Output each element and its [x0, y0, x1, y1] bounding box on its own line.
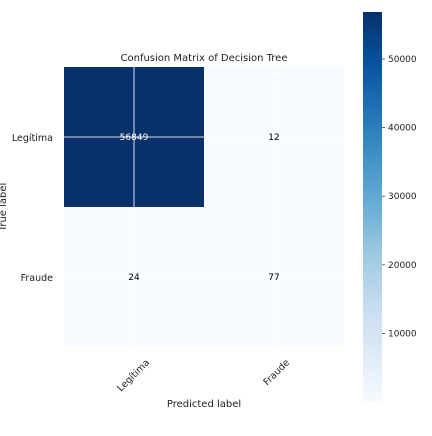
y-axis-label: True label — [0, 183, 9, 233]
cell-value-fraude-legitima: 24 — [128, 273, 140, 283]
y-tick-labels: Legítima Fraude — [12, 133, 53, 284]
colorbar-ticks: 10000 20000 30000 40000 50000 — [382, 55, 417, 339]
y-tick-label-legitima: Legítima — [12, 133, 53, 144]
colorbar-tick-label-40000: 40000 — [388, 124, 417, 134]
cell-value-legitima-legitima: 56849 — [120, 133, 149, 143]
cell-value-legitima-fraude: 12 — [268, 133, 279, 143]
cell-value-fraude-fraude: 77 — [268, 273, 279, 283]
x-tick-labels: Legítima Fraude — [115, 357, 292, 394]
x-tick-label-legitima: Legítima — [115, 357, 152, 394]
x-tick-label-fraude: Fraude — [261, 357, 292, 388]
y-tick-label-fraude: Fraude — [21, 273, 54, 284]
colorbar-tick-label-30000: 30000 — [388, 192, 417, 202]
colorbar — [363, 12, 382, 402]
grid-lines — [64, 67, 344, 347]
colorbar-tick-label-20000: 20000 — [388, 261, 417, 271]
heatmap-cells — [64, 67, 344, 347]
chart-title: Confusion Matrix of Decision Tree — [121, 53, 288, 64]
x-axis-label: Predicted label — [167, 399, 241, 410]
colorbar-tick-label-10000: 10000 — [388, 329, 417, 339]
colorbar-tick-label-50000: 50000 — [388, 55, 417, 65]
cell-value-labels: 56849 12 24 77 — [120, 133, 280, 283]
